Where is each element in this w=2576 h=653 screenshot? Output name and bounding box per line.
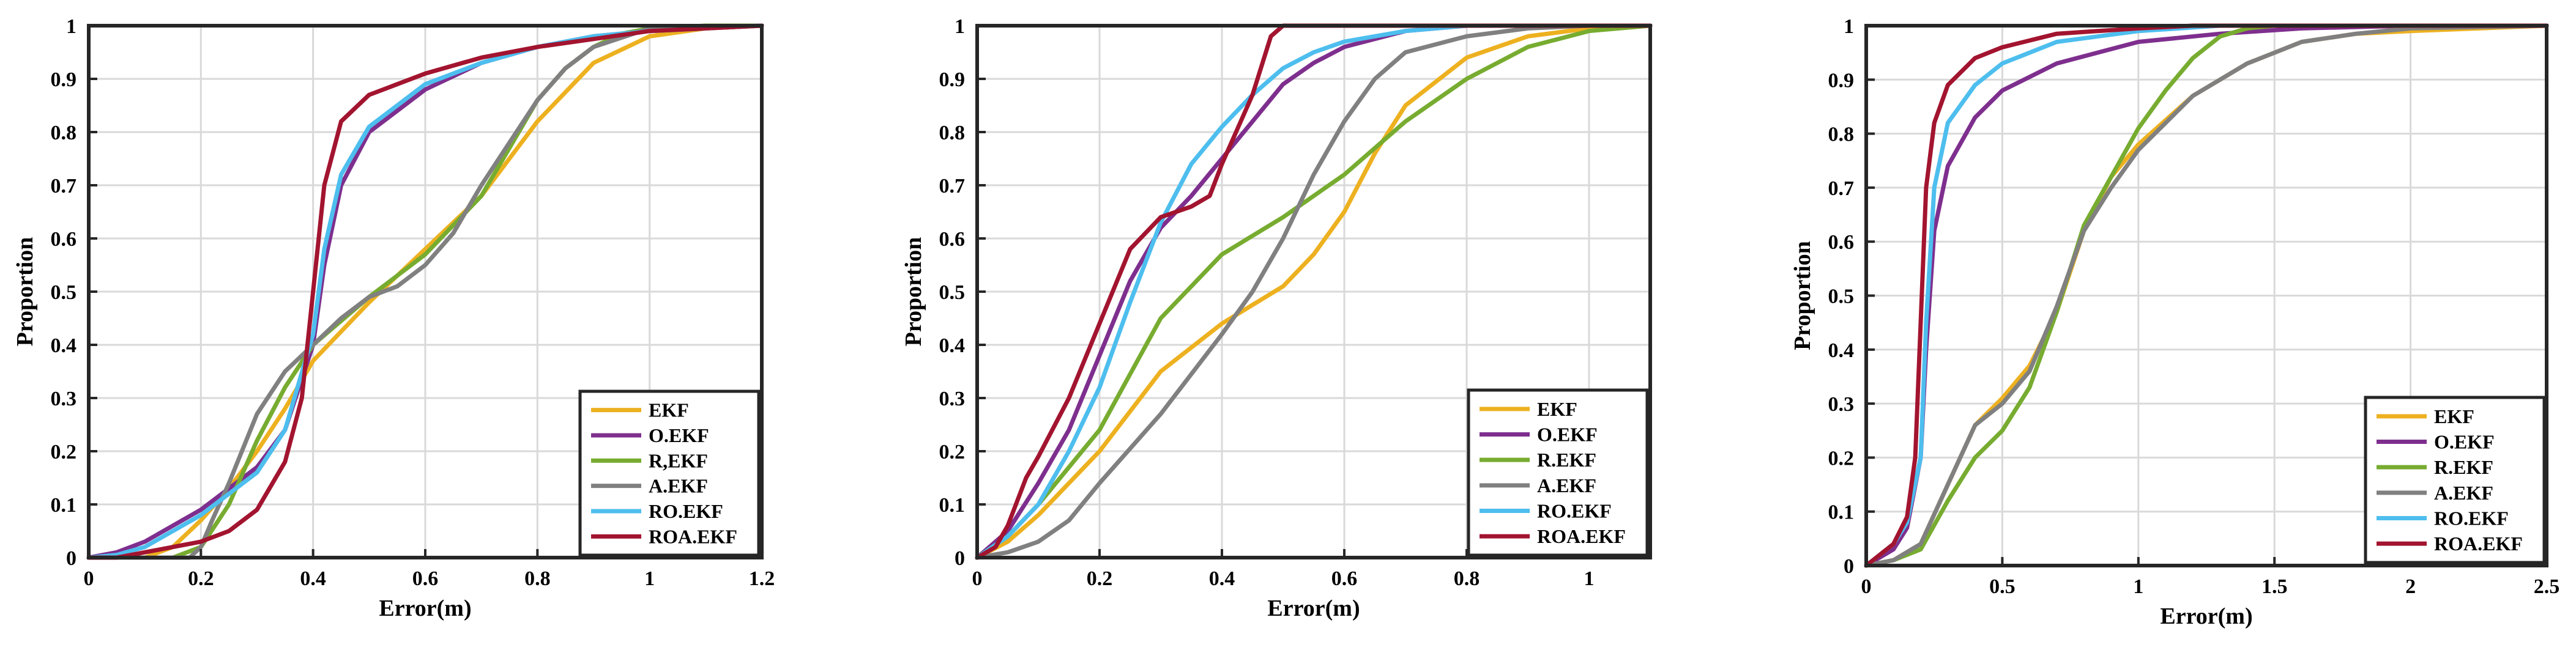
y-tick-label: 0.8 (1828, 124, 1855, 146)
y-tick-label: 0.5 (1828, 286, 1855, 308)
y-tick-label: 0.4 (939, 334, 966, 357)
series-line-roa-ekf (1864, 23, 2549, 568)
series-line-a-ekf (975, 23, 1653, 560)
y-tick-label: 0.6 (51, 228, 77, 251)
y-tick-label: 0 (955, 547, 965, 570)
y-tick-label: 0.8 (939, 122, 966, 144)
y-tick-label: 0.8 (51, 122, 77, 144)
legend-label: R,EKF (649, 449, 708, 471)
legend-label: A.EKF (2434, 482, 2493, 504)
legend-label: ROA.EKF (2434, 533, 2523, 555)
y-tick-label: 0.2 (1828, 447, 1855, 470)
y-tick-label: 0.4 (51, 334, 77, 357)
legend-label: RO.EKF (2434, 507, 2509, 529)
x-tick-label: 0.4 (1209, 567, 1235, 590)
y-tick-label: 0.2 (939, 441, 966, 463)
y-axis-label: Proportion (12, 237, 38, 347)
y-tick-label: 0.3 (51, 388, 77, 410)
chart-1: 0 0.2 0.4 0.6 0.8 1 1.2 0 0.1 0.2 0.3 0.4 0.5 0.6 0.7 0… (12, 15, 775, 621)
x-tick-label: 0.8 (1454, 567, 1480, 590)
series-line-roa-ekf (86, 23, 764, 560)
legend: EKF O.EKF R,EKF A.EKF RO.EKF ROA.EKF (578, 389, 761, 557)
x-tick-label: 1.2 (749, 567, 775, 590)
y-axis-label: Proportion (1790, 241, 1815, 350)
legend-label: EKF (1537, 398, 1577, 420)
series-line-ro-ekf (975, 23, 1653, 560)
y-tick-label: 0.7 (51, 175, 77, 197)
legend-label: RO.EKF (649, 500, 723, 522)
legend-label: RO.EKF (1537, 500, 1612, 522)
series-line-a-ekf (1864, 23, 2549, 568)
y-tick-label: 0.1 (1828, 501, 1855, 524)
series-line-ekf (975, 23, 1653, 560)
series-line-r-ekf (1864, 23, 2549, 568)
legend-label: O.EKF (649, 424, 709, 446)
y-tick-label: 0.7 (939, 175, 966, 197)
y-tick-label: 0 (66, 547, 76, 570)
y-tick-label: 0.4 (1828, 339, 1855, 362)
legend-label: A.EKF (1537, 474, 1596, 496)
y-tick-label: 0.3 (939, 388, 966, 410)
y-tick-label: 0.1 (51, 494, 77, 517)
legend: EKF O.EKF R.EKF A.EKF RO.EKF ROA.EKF (2364, 396, 2546, 564)
x-tick-label: 0.5 (1989, 575, 2016, 598)
x-tick-label: 0 (1861, 575, 1872, 598)
x-axis-label: Error(m) (2160, 603, 2252, 629)
y-tick-label: 0.6 (1828, 231, 1855, 254)
y-tick-label: 1 (955, 15, 965, 38)
x-tick-label: 0.8 (524, 567, 551, 590)
x-axis-label: Error(m) (1267, 596, 1360, 621)
y-tick-label: 0.1 (939, 494, 966, 517)
legend-box (2364, 396, 2546, 564)
legend-label: R.EKF (1537, 449, 1596, 471)
y-tick-label: 0.5 (51, 281, 77, 304)
x-tick-label: 0.2 (188, 567, 214, 590)
legend-label: R.EKF (2434, 456, 2493, 478)
y-tick-label: 0 (1844, 555, 1854, 578)
y-axis-label: Proportion (901, 237, 926, 347)
legend-label: A.EKF (649, 475, 708, 497)
x-tick-label: 0.6 (412, 567, 439, 590)
y-tick-label: 0.7 (1828, 177, 1855, 200)
x-tick-label: 1 (2133, 575, 2143, 598)
legend-label: EKF (2434, 405, 2474, 427)
x-tick-label: 1 (644, 567, 655, 590)
x-axis-label: Error(m) (379, 596, 471, 621)
y-tick-label: 0.9 (51, 68, 77, 91)
y-tick-label: 0.3 (1828, 393, 1855, 416)
x-tick-label: 0 (84, 567, 94, 590)
y-tick-label: 0.9 (1828, 69, 1855, 92)
chart-3: 0 0.5 1 1.5 2 2.5 0 0.1 0.2 0.3 0.4 0.5 0.6 0.7 0.8 0.9… (1790, 15, 2559, 629)
x-tick-label: 0 (972, 567, 983, 590)
y-tick-label: 0.2 (51, 441, 77, 463)
legend: EKF O.EKF R.EKF A.EKF RO.EKF ROA.EKF (1467, 388, 1649, 557)
legend-label: EKF (649, 399, 689, 421)
series-line-ekf (86, 23, 764, 560)
series-line-roa-ekf (975, 23, 1653, 560)
legend-label: ROA.EKF (649, 525, 737, 547)
series-line-o-ekf (975, 23, 1653, 560)
legend-box (578, 389, 761, 557)
series-line-ro-ekf (1864, 23, 2549, 568)
y-tick-label: 1 (66, 15, 76, 38)
y-tick-label: 0.5 (939, 281, 966, 304)
legend-label: O.EKF (2434, 431, 2495, 453)
y-tick-label: 1 (1844, 15, 1854, 38)
chart-2: 0 0.2 0.4 0.6 0.8 1 0 0.1 0.2 0.3 0.4 0.5 0.6 0.7 0.8 0… (901, 15, 1653, 621)
x-tick-label: 2.5 (2534, 575, 2560, 598)
x-tick-label: 2 (2405, 575, 2416, 598)
x-tick-label: 1.5 (2261, 575, 2288, 598)
y-tick-label: 0.6 (939, 228, 966, 251)
y-tick-label: 0.9 (939, 68, 966, 91)
x-tick-label: 1 (1584, 567, 1595, 590)
legend-label: O.EKF (1537, 424, 1598, 446)
x-tick-label: 0.6 (1331, 567, 1358, 590)
legend-label: ROA.EKF (1537, 525, 1626, 547)
series-line-a-ekf (86, 23, 764, 560)
x-tick-label: 0.2 (1087, 567, 1113, 590)
legend-box (1467, 388, 1649, 557)
x-tick-label: 0.4 (300, 567, 326, 590)
